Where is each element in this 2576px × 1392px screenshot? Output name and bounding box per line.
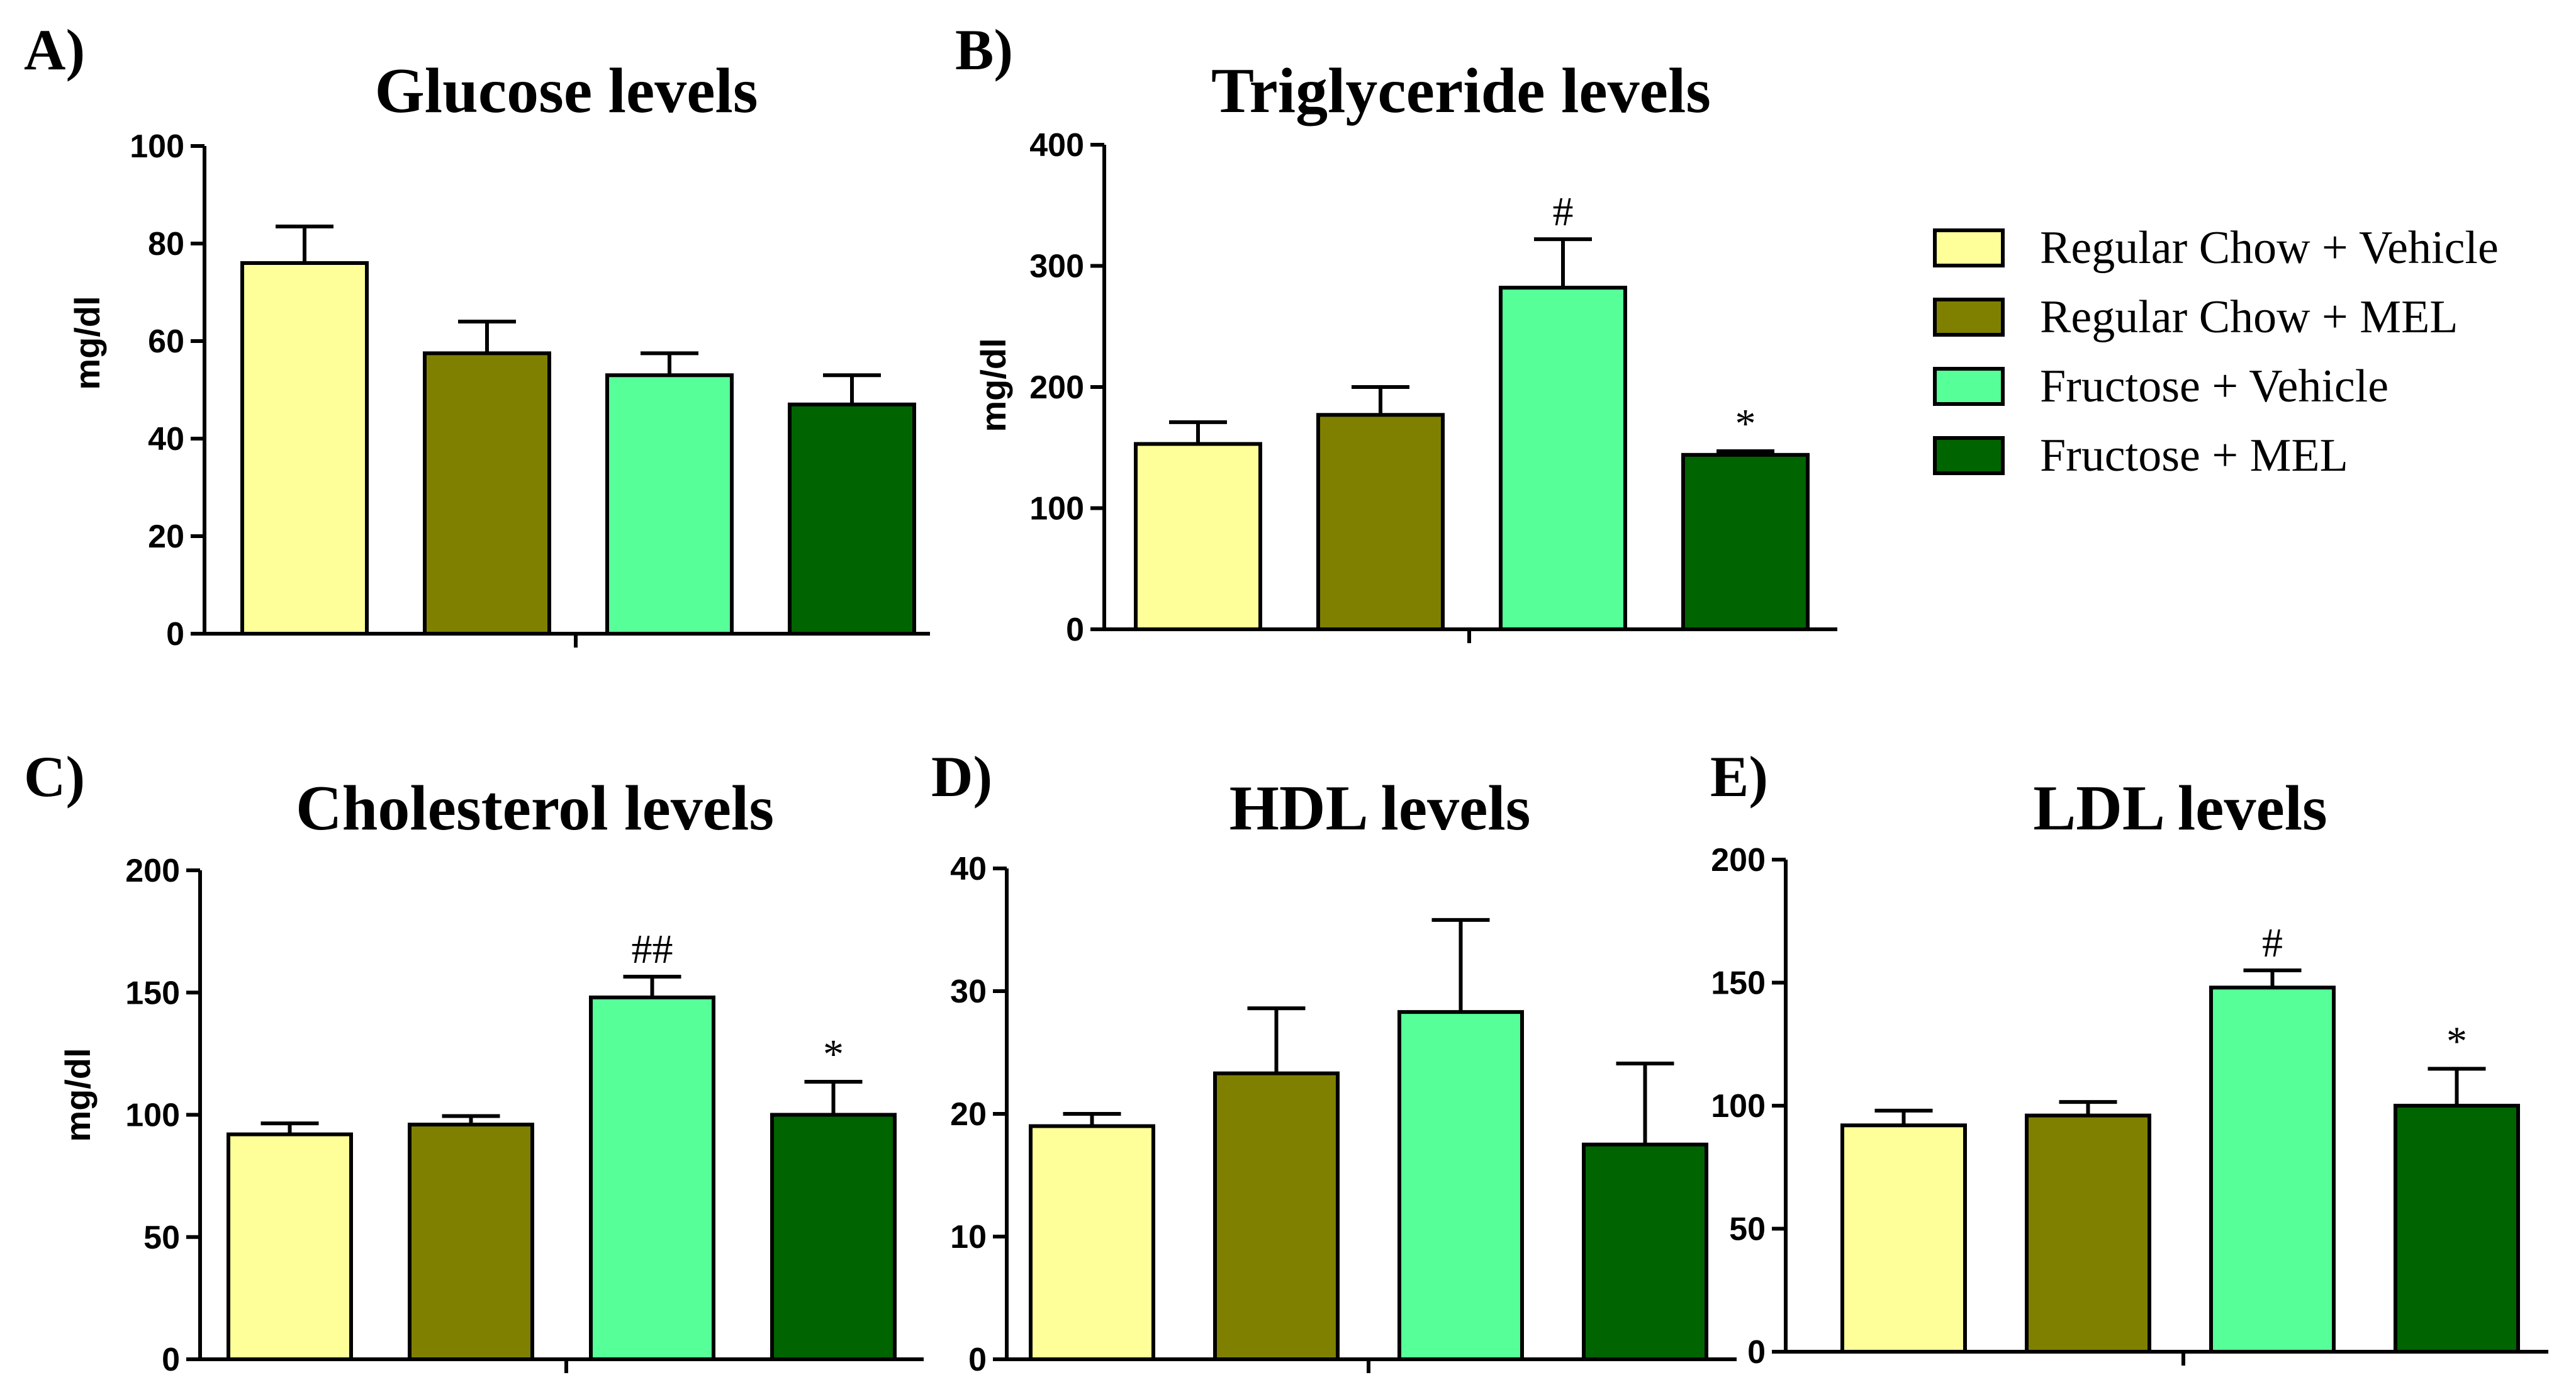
- bar-4: [770, 1113, 897, 1361]
- bar-3: [589, 996, 715, 1361]
- y-tick-label: 150: [125, 975, 180, 1011]
- bar-3: [605, 373, 734, 636]
- bar-4: [788, 402, 916, 636]
- y-tick-label: 0: [162, 1342, 180, 1378]
- y-tick-label: 200: [1029, 369, 1084, 406]
- significance-marker: *: [823, 1031, 844, 1077]
- panel-letter: C): [24, 744, 85, 809]
- legend-label-2: Regular Chow + MEL: [2040, 291, 2458, 343]
- bar-1: [1134, 442, 1262, 631]
- y-tick-label: 300: [1029, 249, 1084, 285]
- chart-panel-2: B) Triglyceride levels mg/dl 0 100 200 300 400 #…: [955, 18, 1837, 648]
- panel-letter: E): [1710, 744, 1768, 809]
- bar-2: [2025, 1113, 2151, 1354]
- y-tick-label: 40: [950, 851, 987, 887]
- y-tick-label: 0: [1747, 1334, 1766, 1371]
- y-tick-label: 50: [143, 1220, 180, 1256]
- y-tick-label: 20: [950, 1096, 987, 1133]
- chart-title: Triglyceride levels: [1211, 55, 1711, 126]
- bar-3: [2209, 985, 2336, 1354]
- legend-label-1: Regular Chow + Vehicle: [2040, 222, 2499, 274]
- bar-1: [1029, 1124, 1155, 1361]
- chart-panel-3: C) Cholesterol levels mg/dl 0 50 100 150 200 ## *: [24, 744, 924, 1378]
- bar-1: [240, 261, 369, 636]
- chart-panel-5: E) LDL levels 0 50 100 150 200 # *: [1710, 744, 2548, 1371]
- y-axis-label: mg/dl: [67, 296, 107, 390]
- chart-title: Glucose levels: [374, 55, 758, 126]
- chart-panel-1: A) Glucose levels mg/dl 0 20 40 60 80 100: [24, 18, 930, 653]
- chart-panel-4: D) HDL levels 0 10 20 30 40: [931, 744, 1737, 1378]
- y-tick-label: 10: [950, 1219, 987, 1255]
- bar-1: [227, 1132, 353, 1361]
- significance-marker: #: [1553, 189, 1574, 235]
- legend-swatch-2: [1933, 298, 2005, 337]
- bar-1: [1840, 1123, 1967, 1354]
- y-tick-label: 40: [148, 421, 184, 457]
- chart-title: LDL levels: [2033, 773, 2327, 844]
- y-tick-label: 0: [166, 616, 184, 653]
- y-tick-label: 100: [125, 1097, 180, 1134]
- panel-letter: B): [955, 18, 1013, 82]
- y-tick-label: 200: [1711, 842, 1766, 878]
- panel-letter: D): [931, 744, 992, 809]
- bar-4: [1582, 1142, 1708, 1361]
- bar-3: [1397, 1010, 1524, 1361]
- significance-marker: #: [2262, 920, 2283, 966]
- y-tick-label: 100: [1029, 491, 1084, 527]
- y-tick-label: 150: [1711, 965, 1766, 1002]
- y-tick-label: 80: [148, 226, 184, 262]
- bar-2: [1213, 1071, 1340, 1362]
- bar-4: [2394, 1104, 2520, 1354]
- y-tick-label: 100: [1711, 1088, 1766, 1125]
- legend: Regular Chow + Vehicle Regular Chow + MEL…: [1933, 222, 2499, 481]
- chart-title: HDL levels: [1229, 773, 1531, 844]
- y-tick-label: 100: [130, 128, 184, 165]
- y-axis-label: mg/dl: [58, 1048, 98, 1142]
- y-tick-label: 0: [1066, 612, 1084, 648]
- y-tick-label: 30: [950, 974, 987, 1010]
- bar-2: [408, 1123, 534, 1362]
- y-tick-label: 50: [1729, 1211, 1766, 1248]
- y-tick-label: 200: [125, 853, 180, 889]
- significance-marker: *: [2446, 1018, 2467, 1064]
- legend-swatch-1: [1933, 228, 2005, 267]
- y-tick-label: 400: [1029, 127, 1084, 164]
- significance-marker: ##: [632, 926, 673, 972]
- chart-title: Cholesterol levels: [296, 773, 774, 844]
- significance-marker: *: [1735, 401, 1756, 447]
- bar-2: [1316, 413, 1445, 632]
- legend-swatch-3: [1933, 367, 2005, 406]
- y-tick-label: 20: [148, 519, 184, 555]
- y-tick-label: 60: [148, 323, 184, 360]
- legend-swatch-4: [1933, 436, 2005, 475]
- panel-letter: A): [24, 18, 85, 82]
- y-axis-label: mg/dl: [973, 338, 1013, 432]
- y-tick-label: 0: [968, 1342, 987, 1378]
- bar-4: [1681, 452, 1810, 631]
- bar-3: [1499, 286, 1627, 631]
- legend-label-3: Fructose + Vehicle: [2040, 361, 2388, 412]
- legend-label-4: Fructose + MEL: [2040, 430, 2348, 481]
- bar-2: [423, 351, 551, 636]
